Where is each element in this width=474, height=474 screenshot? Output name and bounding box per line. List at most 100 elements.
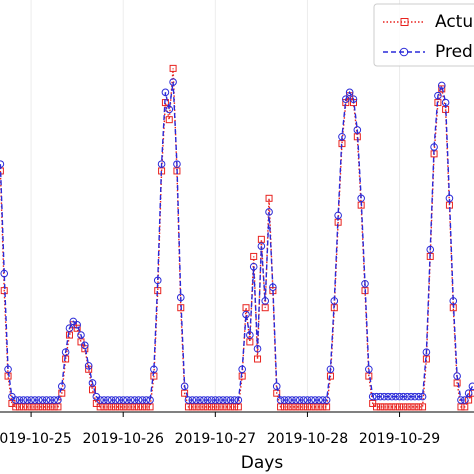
- marker: [464, 389, 473, 397]
- marker: [88, 379, 97, 387]
- marker: [414, 392, 423, 401]
- marker: [115, 403, 123, 411]
- marker: [196, 403, 204, 411]
- series: [0, 78, 474, 404]
- marker: [372, 392, 381, 401]
- marker: [46, 396, 55, 404]
- marker: [39, 403, 47, 411]
- marker: [403, 403, 411, 411]
- marker: [215, 396, 223, 404]
- series: [0, 64, 474, 411]
- marker: [50, 403, 58, 411]
- marker: [16, 403, 24, 411]
- marker: [146, 396, 154, 404]
- marker: [204, 403, 212, 411]
- marker: [468, 389, 474, 397]
- marker: [107, 396, 116, 404]
- marker: [246, 338, 254, 346]
- marker: [77, 331, 85, 339]
- marker: [419, 403, 427, 411]
- marker: [57, 382, 66, 391]
- x-tick-label: 2019-10-27: [175, 431, 256, 447]
- marker: [272, 382, 281, 391]
- marker: [380, 403, 388, 411]
- marker: [223, 403, 231, 411]
- marker: [254, 355, 262, 363]
- legend: Actu Pred: [373, 3, 474, 67]
- marker: [34, 396, 43, 404]
- marker: [434, 91, 442, 100]
- marker: [461, 403, 469, 411]
- marker: [112, 403, 120, 411]
- marker: [323, 403, 331, 411]
- marker: [311, 403, 319, 411]
- marker: [449, 297, 458, 305]
- marker: [173, 160, 181, 168]
- marker: [453, 372, 461, 380]
- marker: [388, 403, 396, 411]
- marker: [61, 348, 70, 356]
- marker: [196, 396, 204, 404]
- marker: [392, 403, 400, 411]
- marker: [192, 403, 200, 411]
- marker: [88, 386, 96, 394]
- marker: [131, 403, 139, 411]
- marker: [50, 396, 58, 404]
- marker: [150, 365, 158, 374]
- marker: [165, 116, 173, 124]
- marker: [31, 403, 39, 411]
- marker: [303, 403, 311, 411]
- x-tick-label: 2019-10-29: [359, 431, 440, 447]
- marker: [353, 126, 362, 134]
- marker: [65, 331, 73, 339]
- marker: [399, 403, 407, 411]
- marker: [299, 396, 308, 404]
- marker: [280, 396, 289, 404]
- marker: [188, 403, 196, 411]
- marker: [307, 396, 316, 404]
- series-line: [0, 81, 474, 401]
- marker: [165, 105, 174, 114]
- marker: [460, 396, 469, 404]
- marker: [111, 396, 120, 404]
- marker: [157, 160, 166, 168]
- marker: [326, 372, 334, 380]
- marker: [138, 403, 146, 411]
- marker: [342, 95, 350, 103]
- marker: [292, 396, 300, 404]
- marker: [134, 396, 143, 404]
- marker: [403, 392, 412, 401]
- marker: [376, 403, 384, 411]
- marker: [399, 392, 408, 401]
- marker: [276, 396, 285, 404]
- marker: [108, 403, 116, 411]
- marker: [438, 85, 446, 93]
- marker: [142, 396, 151, 404]
- marker: [357, 194, 365, 203]
- marker: [19, 403, 27, 411]
- marker: [119, 403, 127, 411]
- marker: [207, 403, 215, 411]
- marker: [138, 396, 147, 404]
- marker: [119, 396, 128, 404]
- marker: [23, 396, 32, 404]
- marker: [315, 403, 323, 411]
- marker: [153, 276, 162, 285]
- marker: [468, 382, 474, 391]
- marker: [100, 403, 108, 411]
- marker: [395, 392, 404, 401]
- marker: [373, 403, 381, 411]
- marker: [418, 392, 427, 401]
- marker: [234, 403, 242, 411]
- marker: [192, 396, 200, 404]
- marker: [46, 403, 54, 411]
- marker: [188, 396, 197, 404]
- legend-box: [373, 3, 474, 67]
- marker: [334, 211, 342, 220]
- marker: [384, 392, 392, 401]
- marker: [207, 396, 216, 404]
- marker: [415, 403, 423, 411]
- series-line: [0, 68, 474, 408]
- marker: [322, 396, 331, 404]
- marker: [257, 235, 265, 243]
